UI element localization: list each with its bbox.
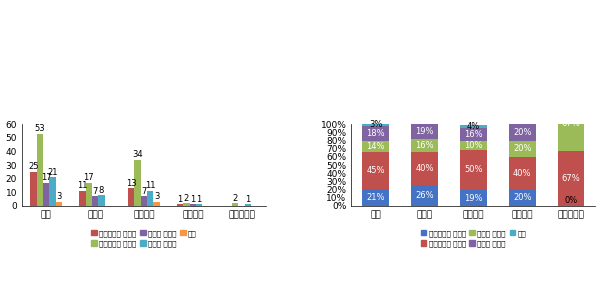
Legend: 원료의약품 제조업, 완제의약품 제조업, 의약품 수입업, 의약품 도매업, 기타: 원료의약품 제조업, 완제의약품 제조업, 의약품 수입업, 의약품 도매업, … — [418, 227, 529, 250]
Text: 17: 17 — [84, 173, 94, 182]
Text: 19%: 19% — [464, 193, 483, 203]
Bar — [245, 204, 251, 206]
Text: 40%: 40% — [513, 169, 531, 178]
Bar — [56, 202, 62, 206]
Bar — [509, 157, 535, 190]
Bar — [558, 70, 584, 97]
Bar — [232, 203, 239, 206]
Bar — [411, 139, 438, 152]
Bar — [460, 141, 487, 150]
Bar — [509, 190, 535, 206]
Bar — [153, 202, 160, 206]
Bar — [362, 126, 389, 141]
Text: 34: 34 — [132, 150, 143, 159]
Bar — [196, 204, 203, 206]
Text: 21: 21 — [47, 168, 58, 177]
Bar — [31, 172, 37, 206]
Text: 1: 1 — [177, 195, 183, 204]
Text: 53: 53 — [35, 124, 45, 133]
Text: 4%: 4% — [467, 122, 480, 131]
Bar — [183, 203, 189, 206]
Text: 3: 3 — [56, 192, 62, 201]
Bar — [460, 125, 487, 128]
Bar — [558, 151, 584, 206]
Text: 11: 11 — [145, 181, 156, 191]
Bar — [135, 160, 141, 206]
Bar — [79, 191, 85, 206]
Bar — [411, 152, 438, 185]
Bar — [92, 196, 99, 206]
Text: 50%: 50% — [464, 166, 483, 174]
Bar — [509, 141, 535, 157]
Bar — [460, 150, 487, 190]
Bar — [460, 128, 487, 141]
Text: 19%: 19% — [415, 127, 434, 136]
Text: 25: 25 — [28, 163, 39, 171]
Text: 16%: 16% — [415, 141, 434, 150]
Bar — [362, 189, 389, 206]
Bar — [509, 124, 535, 141]
Text: 21%: 21% — [367, 193, 385, 202]
Text: 10%: 10% — [464, 141, 483, 150]
Text: 1: 1 — [197, 195, 202, 204]
Text: 67%: 67% — [562, 119, 581, 128]
Text: 45%: 45% — [367, 166, 385, 175]
Text: 20%: 20% — [513, 128, 531, 137]
Bar — [362, 123, 389, 126]
Bar — [460, 190, 487, 206]
Text: 1: 1 — [245, 195, 251, 204]
Text: 0%: 0% — [564, 196, 578, 205]
Bar — [558, 97, 584, 151]
Bar — [362, 141, 389, 152]
Bar — [141, 196, 147, 206]
Text: 7: 7 — [141, 187, 147, 196]
Text: 20%: 20% — [513, 193, 531, 202]
Text: 14%: 14% — [367, 142, 385, 151]
Text: 8: 8 — [99, 186, 104, 195]
Bar — [49, 177, 56, 206]
Text: 26%: 26% — [415, 191, 434, 200]
Text: 40%: 40% — [415, 164, 434, 173]
Bar — [99, 195, 105, 206]
Text: 3%: 3% — [369, 120, 382, 129]
Text: 2: 2 — [233, 194, 238, 203]
Text: 18%: 18% — [367, 129, 385, 138]
Bar — [37, 134, 43, 206]
Text: 1: 1 — [190, 195, 195, 204]
Bar — [189, 204, 196, 206]
Bar — [362, 152, 389, 189]
Bar — [411, 185, 438, 206]
Text: 67%: 67% — [562, 174, 581, 183]
Text: 33%: 33% — [562, 79, 581, 88]
Legend: 원료의약품 제조업, 완제의약품 제조업, 의약품 수입업, 의약품 도매업, 기타: 원료의약품 제조업, 완제의약품 제조업, 의약품 수입업, 의약품 도매업, … — [88, 227, 200, 250]
Bar — [43, 183, 49, 206]
Text: 3: 3 — [154, 192, 159, 201]
Bar — [147, 191, 153, 206]
Text: 17: 17 — [41, 173, 52, 182]
Bar — [177, 204, 183, 206]
Text: 16%: 16% — [464, 131, 483, 139]
Text: 2: 2 — [184, 194, 189, 203]
Bar — [128, 188, 135, 206]
Bar — [85, 183, 92, 206]
Text: 7: 7 — [93, 187, 98, 196]
Text: 11: 11 — [77, 181, 88, 191]
Text: 20%: 20% — [513, 144, 531, 153]
Bar — [411, 123, 438, 139]
Text: 13: 13 — [126, 179, 136, 188]
